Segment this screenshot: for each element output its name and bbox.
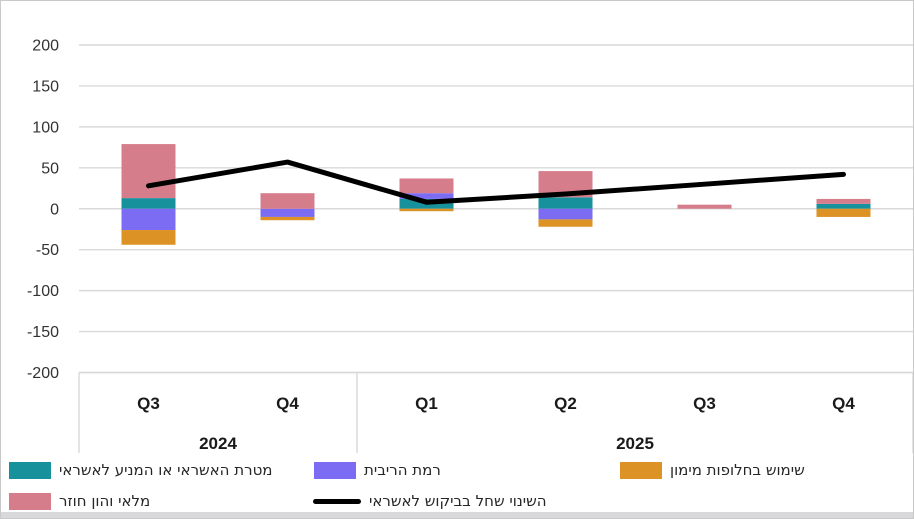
- legend-label: מלאי והון חוזר: [59, 492, 151, 510]
- legend-color-swatch: [314, 461, 356, 479]
- bar-segment: [538, 219, 593, 227]
- legend-label: שימוש בחלופות מימון: [670, 461, 805, 479]
- bar-segment: [538, 197, 593, 209]
- legend-label: מטרת האשראי או המניע לאשראי: [59, 461, 273, 479]
- y-tick-label: 100: [32, 119, 59, 136]
- y-tick-label: 150: [32, 78, 59, 95]
- combo-chart-svg: 200 150 100 50 0 -50 -100 -150 -200 Q3 Q4 Q1 Q2 Q3 Q4 2…: [27, 38, 913, 453]
- y-tick-label: -200: [27, 365, 59, 382]
- x-category-label: Q4: [832, 394, 855, 413]
- trend-line: [146, 159, 846, 205]
- x-category-label: Q1: [415, 394, 438, 413]
- y-tick-label: -150: [27, 324, 59, 341]
- bar-segment: [399, 208, 454, 212]
- bar-segment: [399, 193, 454, 199]
- year-label: 2024: [199, 434, 237, 453]
- bar-segment: [816, 208, 871, 217]
- bar-segment: [260, 216, 315, 221]
- bar-segment: [816, 198, 871, 204]
- chart-legend: מטרת האשראי או המניע לאשראי רמת הריבית שימ…: [1, 1, 913, 510]
- legend-item: מטרת האשראי או המניע לאשראי: [9, 460, 273, 480]
- bar-segment: [399, 178, 454, 194]
- y-tick-label: 200: [32, 38, 59, 55]
- legend-line-swatch: [313, 498, 361, 504]
- x-category-label: Q4: [276, 394, 299, 413]
- bar-segment: [121, 198, 176, 209]
- legend-color-swatch: [9, 492, 51, 510]
- y-tick-label: -50: [36, 242, 59, 259]
- x-category-label: Q3: [693, 394, 716, 413]
- y-tick-label: 0: [50, 201, 59, 218]
- x-category-label: Q2: [554, 394, 577, 413]
- bar-segment: [121, 208, 176, 231]
- legend-color-swatch: [9, 461, 51, 479]
- legend-label: השינוי שחל בביקוש לאשראי: [369, 492, 547, 510]
- bar-segment: [121, 144, 176, 199]
- bottom-border-bar: [1, 512, 913, 518]
- legend-item: השינוי שחל בביקוש לאשראי: [313, 491, 547, 511]
- legend-color-swatch: [620, 461, 662, 479]
- legend-item: שימוש בחלופות מימון: [620, 460, 805, 480]
- year-label: 2025: [616, 434, 654, 453]
- bar-segment: [538, 208, 593, 220]
- bar-segment: [816, 203, 871, 209]
- y-tick-label: -100: [27, 283, 59, 300]
- bar-segment: [677, 204, 732, 209]
- bar-segment: [260, 193, 315, 209]
- y-tick-label: 50: [41, 160, 59, 177]
- legend-label: רמת הריבית: [364, 461, 441, 479]
- bar-segment: [260, 208, 315, 217]
- legend-item: רמת הריבית: [314, 460, 441, 480]
- legend-item: מלאי והון חוזר: [9, 491, 150, 511]
- bar-segment: [121, 230, 176, 245]
- x-category-label: Q3: [137, 394, 160, 413]
